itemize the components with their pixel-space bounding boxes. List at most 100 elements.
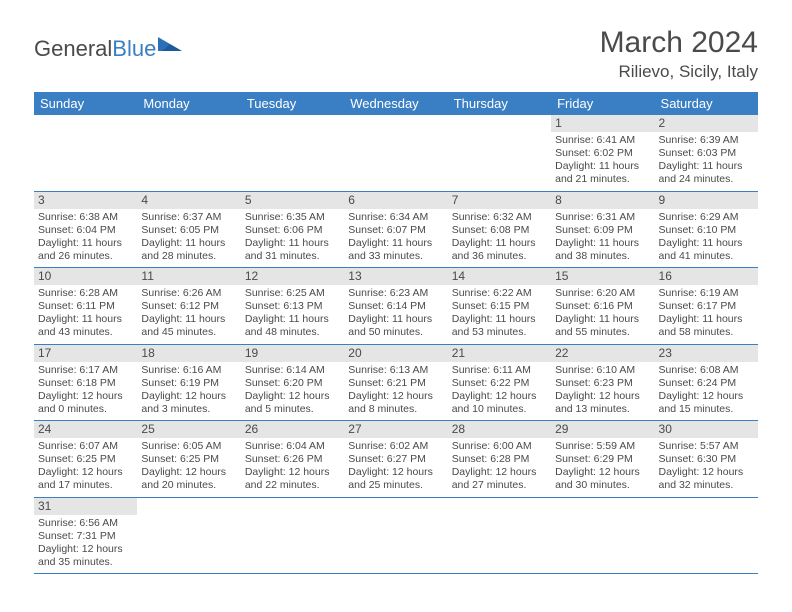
daylight-text: Daylight: 11 hours	[659, 313, 754, 326]
daylight-text: and 0 minutes.	[38, 403, 133, 416]
brand-part1: General	[34, 36, 112, 62]
day-cell: 7Sunrise: 6:32 AMSunset: 6:08 PMDaylight…	[448, 191, 551, 268]
sunrise-text: Sunrise: 6:22 AM	[452, 287, 547, 300]
day-cell: 8Sunrise: 6:31 AMSunset: 6:09 PMDaylight…	[551, 191, 654, 268]
sunrise-text: Sunrise: 6:02 AM	[348, 440, 443, 453]
weekday-header: Sunday	[34, 92, 137, 115]
daylight-text: Daylight: 11 hours	[245, 313, 340, 326]
daylight-text: Daylight: 12 hours	[659, 466, 754, 479]
sunrise-text: Sunrise: 6:34 AM	[348, 211, 443, 224]
daylight-text: Daylight: 11 hours	[348, 237, 443, 250]
daylight-text: Daylight: 12 hours	[141, 390, 236, 403]
day-number: 20	[344, 345, 447, 362]
day-cell: 9Sunrise: 6:29 AMSunset: 6:10 PMDaylight…	[655, 191, 758, 268]
daylight-text: Daylight: 12 hours	[38, 390, 133, 403]
header: GeneralBlue March 2024 Rilievo, Sicily, …	[34, 26, 758, 82]
day-cell: 17Sunrise: 6:17 AMSunset: 6:18 PMDayligh…	[34, 344, 137, 421]
day-number: 25	[137, 421, 240, 438]
day-number: 19	[241, 345, 344, 362]
daylight-text: Daylight: 12 hours	[38, 466, 133, 479]
daylight-text: Daylight: 11 hours	[452, 313, 547, 326]
day-number: 30	[655, 421, 758, 438]
daylight-text: Daylight: 11 hours	[555, 160, 650, 173]
calendar-week-row: 31Sunrise: 6:56 AMSunset: 7:31 PMDayligh…	[34, 497, 758, 574]
daylight-text: Daylight: 11 hours	[555, 313, 650, 326]
day-number: 7	[448, 192, 551, 209]
sunset-text: Sunset: 6:25 PM	[38, 453, 133, 466]
day-cell: 4Sunrise: 6:37 AMSunset: 6:05 PMDaylight…	[137, 191, 240, 268]
daylight-text: and 15 minutes.	[659, 403, 754, 416]
empty-cell	[344, 497, 447, 574]
daylight-text: and 33 minutes.	[348, 250, 443, 263]
sunset-text: Sunset: 6:21 PM	[348, 377, 443, 390]
daylight-text: and 41 minutes.	[659, 250, 754, 263]
day-cell: 25Sunrise: 6:05 AMSunset: 6:25 PMDayligh…	[137, 421, 240, 498]
daylight-text: and 38 minutes.	[555, 250, 650, 263]
sunset-text: Sunset: 6:16 PM	[555, 300, 650, 313]
daylight-text: Daylight: 12 hours	[555, 466, 650, 479]
calendar-week-row: 24Sunrise: 6:07 AMSunset: 6:25 PMDayligh…	[34, 421, 758, 498]
weekday-header: Friday	[551, 92, 654, 115]
day-cell: 13Sunrise: 6:23 AMSunset: 6:14 PMDayligh…	[344, 268, 447, 345]
sunset-text: Sunset: 6:14 PM	[348, 300, 443, 313]
empty-cell	[448, 497, 551, 574]
sunset-text: Sunset: 6:03 PM	[659, 147, 754, 160]
day-cell: 26Sunrise: 6:04 AMSunset: 6:26 PMDayligh…	[241, 421, 344, 498]
day-number: 8	[551, 192, 654, 209]
sunrise-text: Sunrise: 6:38 AM	[38, 211, 133, 224]
sunset-text: Sunset: 6:15 PM	[452, 300, 547, 313]
empty-cell	[655, 497, 758, 574]
day-number: 31	[34, 498, 137, 515]
calendar-week-row: 1Sunrise: 6:41 AMSunset: 6:02 PMDaylight…	[34, 115, 758, 191]
daylight-text: Daylight: 11 hours	[141, 313, 236, 326]
logo-triangle-icon	[158, 37, 182, 51]
daylight-text: and 17 minutes.	[38, 479, 133, 492]
day-number: 29	[551, 421, 654, 438]
daylight-text: and 48 minutes.	[245, 326, 340, 339]
day-number: 26	[241, 421, 344, 438]
sunset-text: Sunset: 6:25 PM	[141, 453, 236, 466]
sunrise-text: Sunrise: 6:17 AM	[38, 364, 133, 377]
empty-cell	[344, 115, 447, 191]
daylight-text: Daylight: 12 hours	[348, 466, 443, 479]
day-cell: 1Sunrise: 6:41 AMSunset: 6:02 PMDaylight…	[551, 115, 654, 191]
day-number: 28	[448, 421, 551, 438]
day-number: 15	[551, 268, 654, 285]
daylight-text: Daylight: 11 hours	[348, 313, 443, 326]
daylight-text: Daylight: 12 hours	[348, 390, 443, 403]
sunrise-text: Sunrise: 6:00 AM	[452, 440, 547, 453]
sunset-text: Sunset: 6:17 PM	[659, 300, 754, 313]
sunset-text: Sunset: 6:20 PM	[245, 377, 340, 390]
sunrise-text: Sunrise: 6:13 AM	[348, 364, 443, 377]
calendar-week-row: 17Sunrise: 6:17 AMSunset: 6:18 PMDayligh…	[34, 344, 758, 421]
sunrise-text: Sunrise: 6:08 AM	[659, 364, 754, 377]
day-number: 21	[448, 345, 551, 362]
day-number: 9	[655, 192, 758, 209]
day-cell: 19Sunrise: 6:14 AMSunset: 6:20 PMDayligh…	[241, 344, 344, 421]
day-cell: 15Sunrise: 6:20 AMSunset: 6:16 PMDayligh…	[551, 268, 654, 345]
daylight-text: and 8 minutes.	[348, 403, 443, 416]
sunrise-text: Sunrise: 6:19 AM	[659, 287, 754, 300]
title-location: Rilievo, Sicily, Italy	[600, 62, 758, 82]
sunset-text: Sunset: 6:22 PM	[452, 377, 547, 390]
empty-cell	[137, 497, 240, 574]
sunrise-text: Sunrise: 6:31 AM	[555, 211, 650, 224]
daylight-text: Daylight: 12 hours	[452, 466, 547, 479]
sunset-text: Sunset: 6:02 PM	[555, 147, 650, 160]
weekday-header-row: Sunday Monday Tuesday Wednesday Thursday…	[34, 92, 758, 115]
daylight-text: and 27 minutes.	[452, 479, 547, 492]
day-cell: 24Sunrise: 6:07 AMSunset: 6:25 PMDayligh…	[34, 421, 137, 498]
sunset-text: Sunset: 6:07 PM	[348, 224, 443, 237]
daylight-text: and 36 minutes.	[452, 250, 547, 263]
daylight-text: Daylight: 12 hours	[141, 466, 236, 479]
day-cell: 3Sunrise: 6:38 AMSunset: 6:04 PMDaylight…	[34, 191, 137, 268]
sunrise-text: Sunrise: 6:56 AM	[38, 517, 133, 530]
daylight-text: and 43 minutes.	[38, 326, 133, 339]
daylight-text: and 20 minutes.	[141, 479, 236, 492]
day-cell: 31Sunrise: 6:56 AMSunset: 7:31 PMDayligh…	[34, 497, 137, 574]
day-number: 23	[655, 345, 758, 362]
day-cell: 18Sunrise: 6:16 AMSunset: 6:19 PMDayligh…	[137, 344, 240, 421]
day-number: 11	[137, 268, 240, 285]
day-number: 14	[448, 268, 551, 285]
day-cell: 29Sunrise: 5:59 AMSunset: 6:29 PMDayligh…	[551, 421, 654, 498]
